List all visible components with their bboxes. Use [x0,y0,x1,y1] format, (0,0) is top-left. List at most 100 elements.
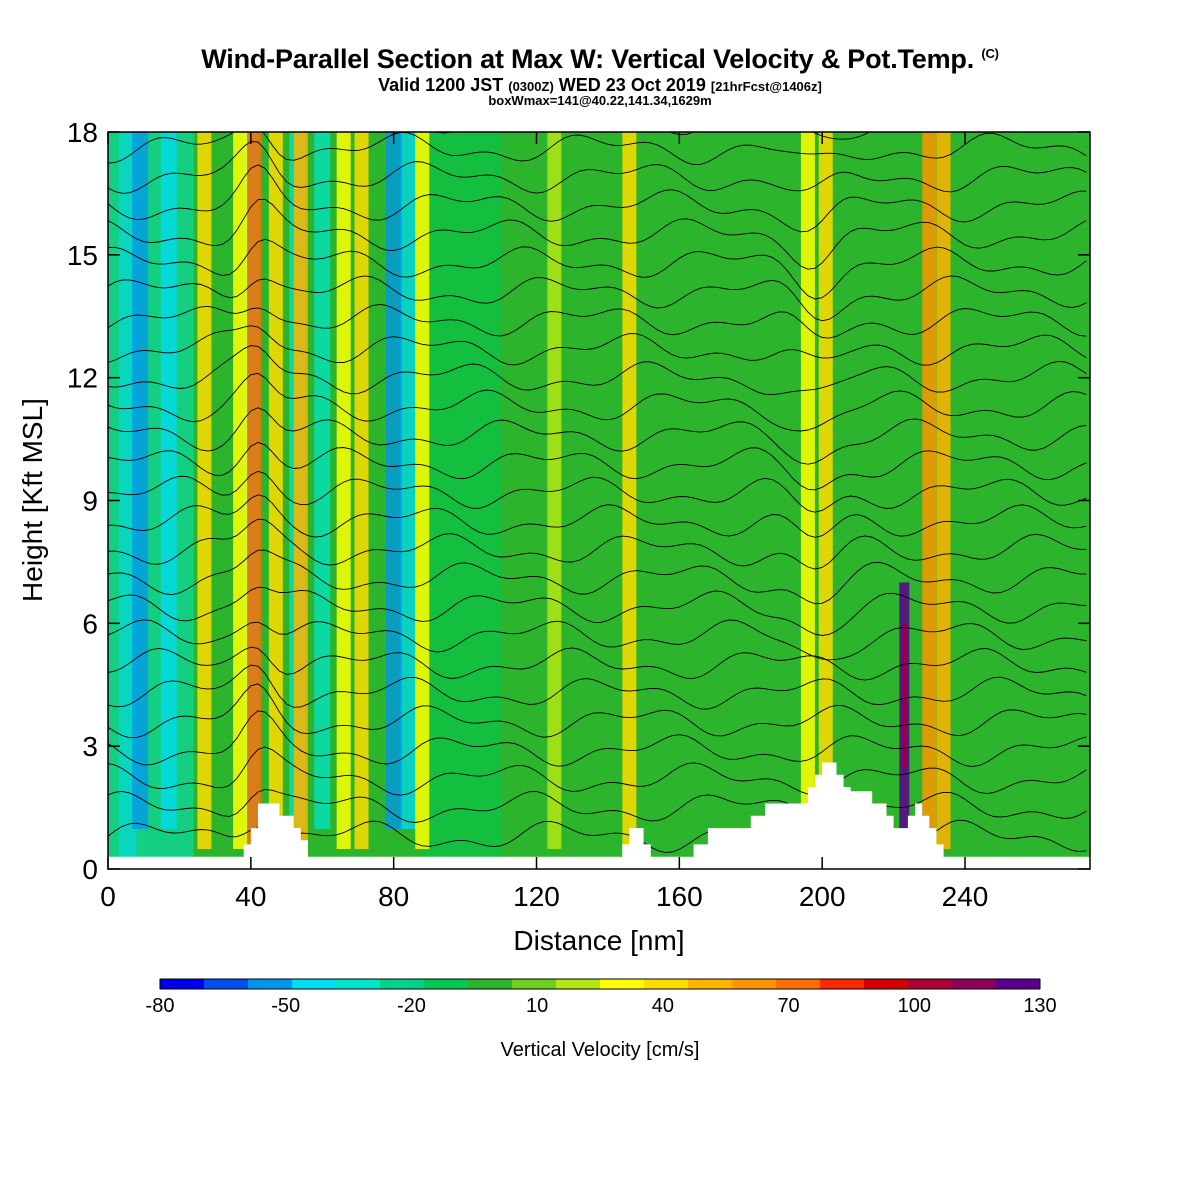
updraft-column [268,132,283,849]
isentrope-line [108,198,1087,270]
updraft-core [901,623,908,767]
colorbar-swatch [688,979,732,989]
colorbar-tick-label: -80 [146,995,175,1017]
x-tick-label: 40 [235,881,266,912]
colorbar-frame [159,978,1041,990]
isentrope-line [108,710,1087,768]
field-band [118,132,137,869]
y-axis-label: Height [Kft MSL] [17,398,48,602]
colorbar-swatch [908,979,952,989]
terrain-fill [108,762,1090,869]
chart-subtitle: Valid 1200 JST (0300Z) WED 23 Oct 2019 [… [378,75,822,95]
x-tick-label: 240 [942,881,989,912]
updraft-column [922,132,937,849]
x-tick-label: 0 [100,881,116,912]
colorbar-swatch [292,979,336,989]
updraft-column [936,132,951,849]
colorbar-swatch [776,979,820,989]
chart-axes: 0 40 80 120 160 200 240 0 3 6 9 12 15 18 [67,117,1090,912]
updraft-column [293,132,308,849]
isentrope-line [108,441,1087,491]
isentrope-line [108,164,1087,233]
colorbar-tick-label: -20 [397,995,426,1017]
x-tick-label: 200 [799,881,846,912]
colorbar-swatch [996,979,1040,989]
colorbar-swatch [644,979,688,989]
colorbar-swatch [952,979,996,989]
updraft-column [415,132,430,849]
y-tick-label: 9 [82,486,98,517]
updraft-column [197,132,212,849]
colorbar-tick-label: 70 [777,995,799,1017]
isentrope-line [108,683,1087,739]
colorbar-tick-label: 130 [1023,995,1056,1017]
chart-title: Wind-Parallel Section at Max W: Vertical… [201,44,999,74]
field-band [965,132,1090,869]
isentrope-line [108,141,1087,194]
colorbar-swatch [248,979,292,989]
colorbar-swatch [556,979,600,989]
colorbar-swatch [424,979,468,989]
y-tick-label: 6 [82,608,98,639]
isentrope-line [108,586,1087,636]
y-tick-label: 18 [67,117,98,148]
y-tick-label: 12 [67,363,98,394]
y-tick-label: 0 [82,854,98,885]
colorbar-swatch [380,979,424,989]
isentrope-line [108,372,1087,432]
updraft-column [336,132,351,849]
isentrope-line [108,325,1087,366]
isentrope-line [108,132,1087,165]
isentrope-line [108,619,1087,661]
field-band [422,132,501,869]
isentrope-line [108,494,1087,538]
downdraft-column [399,132,416,829]
isentrope-line [108,407,1087,465]
downdraft-column [132,132,149,829]
colorbar-swatch [864,979,908,989]
velocity-field [108,132,1090,869]
y-tick-label: 3 [82,731,98,762]
isentrope-line [108,345,1087,396]
updraft-column [818,132,833,849]
colorbar-tick-label: 40 [652,995,674,1017]
updraft-column [233,132,248,849]
colorbar-swatch [600,979,644,989]
colorbar-tick-label: 100 [898,995,931,1017]
y-tick-label: 15 [67,240,98,271]
chart-box-wmax: boxWmax=141@40.22,141.34,1629m [488,93,712,108]
colorbar-swatch [512,979,556,989]
isentrope-line [108,238,1087,300]
isentrope-line [108,518,1087,570]
colorbar-tick-label: 10 [526,995,548,1017]
colorbar-swatch [468,979,512,989]
colorbar: -80 -50 -20 10 40 70 100 130 [146,978,1057,1017]
colorbar-swatch [160,979,204,989]
field-band [679,132,823,869]
isentrope-line [108,746,1087,796]
isentrope-line [108,275,1087,322]
x-tick-label: 80 [378,881,409,912]
isentrope-line [108,549,1087,605]
isentrope-line [108,303,1087,339]
colorbar-label: Vertical Velocity [cm/s] [501,1039,700,1061]
isentrope-line [108,664,1087,710]
colorbar-swatch [204,979,248,989]
updraft-column [622,132,637,849]
colorbar-swatch [732,979,776,989]
isentrope-line [108,470,1087,513]
isentrope-line [108,646,1087,681]
updraft-column [800,132,815,849]
downdraft-column [385,132,402,829]
x-axis-label: Distance [nm] [513,925,684,956]
terrain-profile [108,762,1090,869]
downdraft-column [314,132,331,829]
colorbar-swatch [820,979,864,989]
updraft-column [354,132,369,849]
isentrope-line [108,788,1087,825]
colorbar-tick-label: -50 [271,995,300,1017]
x-tick-label: 160 [656,881,703,912]
colorbar-swatch [336,979,380,989]
updraft-column [247,132,262,849]
